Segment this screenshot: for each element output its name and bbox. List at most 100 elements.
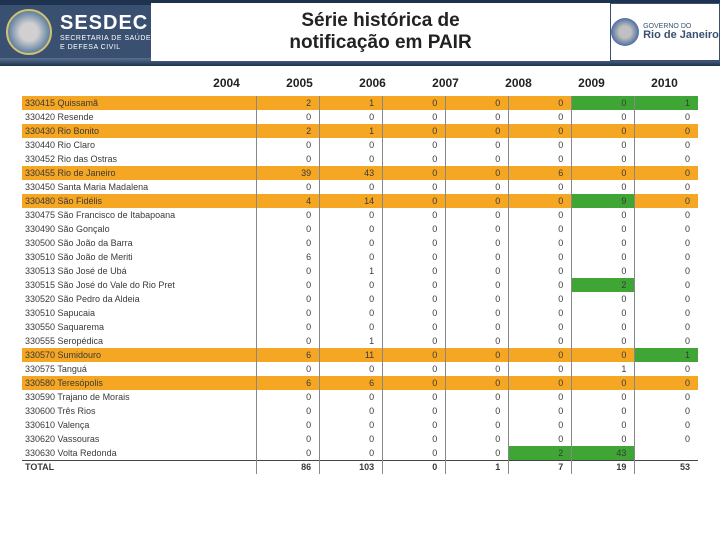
cell-value: 0 [320,306,383,320]
cell-value: 0 [509,194,572,208]
cell-value: 0 [572,208,635,222]
row-name: 330480 São Fidélis [22,194,257,208]
rio-logo-box: GOVERNO DO Rio de Janeiro [610,3,720,61]
cell-value: 0 [446,110,509,124]
table-row: 330452 Rio das Ostras0000000 [22,152,698,166]
row-name: 330475 São Francisco de Itabapoana [22,208,257,222]
cell-value: 0 [320,180,383,194]
row-name: 330620 Vassouras [22,432,257,446]
cell-value: 0 [383,432,446,446]
cell-value: 0 [572,292,635,306]
cell-value: 0 [257,306,320,320]
cell-value: 0 [383,376,446,390]
cell-value: 0 [383,362,446,376]
row-name: 330555 Seropédica [22,334,257,348]
cell-value: 0 [446,376,509,390]
table-row: 330455 Rio de Janeiro394300600 [22,166,698,180]
cell-value: 11 [320,348,383,362]
cell-value: 0 [257,320,320,334]
cell-value: 0 [257,362,320,376]
cell-value: 0 [257,138,320,152]
cell-value: 0 [509,334,572,348]
row-name: 330452 Rio das Ostras [22,152,257,166]
table-row: 330440 Rio Claro0000000 [22,138,698,152]
cell-value: 0 [446,138,509,152]
table-row: 330450 Santa Maria Madalena0000000 [22,180,698,194]
cell-value: 0 [446,306,509,320]
cell-value: 0 [320,250,383,264]
cell-value: 0 [572,320,635,334]
row-name: 330450 Santa Maria Madalena [22,180,257,194]
table-row: 330480 São Fidélis41400090 [22,194,698,208]
cell-value: 0 [446,348,509,362]
table-row: 330580 Teresópolis6600000 [22,376,698,390]
cell-value: 0 [572,152,635,166]
cell-value: 0 [446,292,509,306]
cell-value: 0 [446,278,509,292]
table-row: 330415 Quissamã2100001 [22,96,698,110]
cell-value: 0 [509,250,572,264]
cell-value: 0 [572,376,635,390]
table-row: 330510 São João de Meriti6000000 [22,250,698,264]
cell-value: 0 [383,418,446,432]
row-name: 330490 São Gonçalo [22,222,257,236]
cell-value: 0 [509,264,572,278]
cell-value: 0 [383,404,446,418]
cell-value: 0 [635,376,698,390]
cell-value: 0 [257,278,320,292]
cell-value: 0 [635,362,698,376]
cell-value: 6 [257,376,320,390]
cell-value: 0 [257,222,320,236]
row-name: 330600 Três Rios [22,404,257,418]
cell-value: 0 [509,138,572,152]
cell-value: 0 [257,264,320,278]
cell-value: 0 [257,152,320,166]
cell-value: 0 [320,446,383,460]
table-row: 330420 Resende0000000 [22,110,698,124]
cell-value: 0 [509,124,572,138]
cell-value: 39 [257,166,320,180]
brand-text: SESDEC SECRETARIA DE SAÚDE E DEFESA CIVI… [60,13,151,51]
row-name: 330415 Quissamã [22,96,257,110]
year-2007: 2007 [409,76,482,90]
cell-value: 0 [446,208,509,222]
cell-value: 1 [572,362,635,376]
cell-value: 0 [383,194,446,208]
cell-value: 0 [383,348,446,362]
table-row: 330520 São Pedro da Aldeia0000000 [22,292,698,306]
cell-value: 0 [572,166,635,180]
total-value: 19 [572,460,635,474]
year-2009: 2009 [555,76,628,90]
year-header-row: 2004 2005 2006 2007 2008 2009 2010 [14,76,706,90]
cell-value: 0 [446,418,509,432]
total-row: TOTAL861030171953 [22,460,698,474]
year-2010: 2010 [628,76,701,90]
cell-value: 0 [572,236,635,250]
table-row: 330510 Sapucaia0000000 [22,306,698,320]
cell-value: 0 [446,446,509,460]
cell-value: 14 [320,194,383,208]
cell-value: 2 [257,124,320,138]
cell-value: 0 [320,320,383,334]
cell-value: 0 [320,236,383,250]
brand-sub1: SECRETARIA DE SAÚDE [60,35,151,42]
cell-value [635,446,698,460]
cell-value: 0 [383,152,446,166]
cell-value: 0 [446,124,509,138]
total-value: 86 [257,460,320,474]
cell-value: 1 [320,334,383,348]
cell-value: 0 [635,110,698,124]
cell-value: 0 [257,292,320,306]
row-name: 330500 São João da Barra [22,236,257,250]
cell-value: 0 [383,96,446,110]
table-wrapper: 330415 Quissamã2100001330420 Resende0000… [14,96,706,474]
cell-value: 0 [509,110,572,124]
row-name: 330570 Sumidouro [22,348,257,362]
table-row: 330610 Valença0000000 [22,418,698,432]
cell-value: 0 [320,278,383,292]
cell-value: 0 [257,418,320,432]
table-row: 330620 Vassouras0000000 [22,432,698,446]
row-name: 330520 São Pedro da Aldeia [22,292,257,306]
cell-value: 0 [509,418,572,432]
cell-value: 4 [257,194,320,208]
